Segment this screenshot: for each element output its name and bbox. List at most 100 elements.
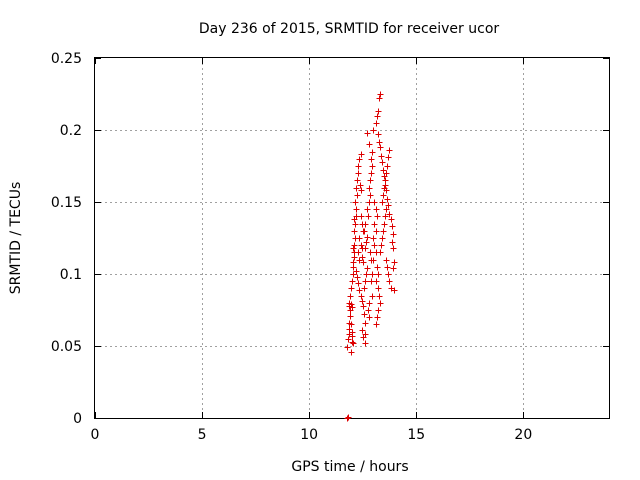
- data-point: [376, 95, 383, 102]
- data-point: [349, 278, 356, 285]
- data-point: [350, 340, 357, 347]
- data-point: [381, 221, 388, 228]
- data-point: [373, 228, 380, 235]
- data-point: [370, 127, 377, 134]
- data-point: [350, 245, 357, 252]
- data-point: [386, 147, 393, 154]
- data-point: [366, 141, 373, 148]
- data-point: [376, 139, 383, 146]
- x-tick-label: 20: [514, 427, 532, 443]
- plot-frame: [94, 57, 610, 419]
- data-point: [348, 349, 355, 356]
- data-point: [379, 199, 386, 206]
- data-point: [359, 327, 366, 334]
- data-point: [368, 278, 375, 285]
- data-point: [362, 320, 369, 327]
- data-point: [375, 285, 382, 292]
- data-point: [369, 149, 376, 156]
- data-point: [361, 285, 368, 292]
- data-point: [379, 159, 386, 166]
- y-tick-label: 0: [73, 411, 82, 427]
- data-point: [382, 177, 389, 184]
- data-point: [356, 287, 363, 294]
- data-point: [355, 280, 362, 287]
- data-point: [385, 202, 392, 209]
- data-point: [391, 259, 398, 266]
- y-tick-label: 0.05: [51, 339, 82, 355]
- data-point: [354, 274, 361, 281]
- data-point: [359, 254, 366, 261]
- data-point: [352, 221, 359, 228]
- data-point: [353, 185, 360, 192]
- data-point: [362, 331, 369, 338]
- data-point: [357, 182, 364, 189]
- data-point: [356, 257, 363, 264]
- data-point: [388, 216, 395, 223]
- data-point: [360, 228, 367, 235]
- data-point: [356, 156, 363, 163]
- data-point: [382, 213, 389, 220]
- x-tick-label: 15: [407, 427, 425, 443]
- data-point: [374, 264, 381, 271]
- data-point: [344, 344, 351, 351]
- data-point: [379, 235, 386, 242]
- data-point: [383, 170, 390, 177]
- data-point: [375, 131, 382, 138]
- data-point: [355, 170, 362, 177]
- data-point: [380, 228, 387, 235]
- data-point: [386, 211, 393, 218]
- data-point: [366, 185, 373, 192]
- data-point: [389, 239, 396, 246]
- data-point: [376, 293, 383, 300]
- data-point: [359, 245, 366, 252]
- data-point: [384, 196, 391, 203]
- data-point: [369, 293, 376, 300]
- data-point: [371, 221, 378, 228]
- data-point: [390, 265, 397, 272]
- data-point: [385, 271, 392, 278]
- data-point: [365, 307, 372, 314]
- data-point: [360, 259, 367, 266]
- data-point: [377, 249, 384, 256]
- data-point: [377, 91, 384, 98]
- data-point: [360, 303, 367, 310]
- chart-title: Day 236 of 2015, SRMTID for receiver uco…: [199, 21, 500, 37]
- data-point: [385, 154, 392, 161]
- data-point: [368, 257, 375, 264]
- data-point: [373, 321, 380, 328]
- data-point: [378, 153, 385, 160]
- data-point: [354, 177, 361, 184]
- data-point: [347, 313, 354, 320]
- data-point: [358, 293, 365, 300]
- data-point: [369, 163, 376, 170]
- data-point: [383, 257, 390, 264]
- data-point: [364, 234, 371, 241]
- data-point: [380, 167, 387, 174]
- data-point: [386, 278, 393, 285]
- data-point: [361, 311, 368, 318]
- data-point: [364, 265, 371, 272]
- data-points: [344, 91, 398, 422]
- data-point: [355, 249, 362, 256]
- data-point: [384, 264, 391, 271]
- x-tick-labels: 0 5 10 15 20: [91, 427, 533, 443]
- data-point: [366, 314, 373, 321]
- data-point: [346, 326, 353, 333]
- data-point: [345, 414, 352, 421]
- x-tick-label: 5: [198, 427, 207, 443]
- data-point: [371, 242, 378, 249]
- data-point: [388, 285, 395, 292]
- x-tick-label: 0: [91, 427, 100, 443]
- data-point: [368, 156, 375, 163]
- data-point: [378, 242, 385, 249]
- data-point: [377, 144, 384, 151]
- data-point: [363, 239, 370, 246]
- data-point: [348, 301, 355, 308]
- y-tick-label: 0.2: [60, 123, 82, 139]
- data-point: [353, 206, 360, 213]
- data-point: [347, 293, 354, 300]
- data-point: [349, 333, 356, 340]
- data-point: [390, 231, 397, 238]
- data-point: [375, 307, 382, 314]
